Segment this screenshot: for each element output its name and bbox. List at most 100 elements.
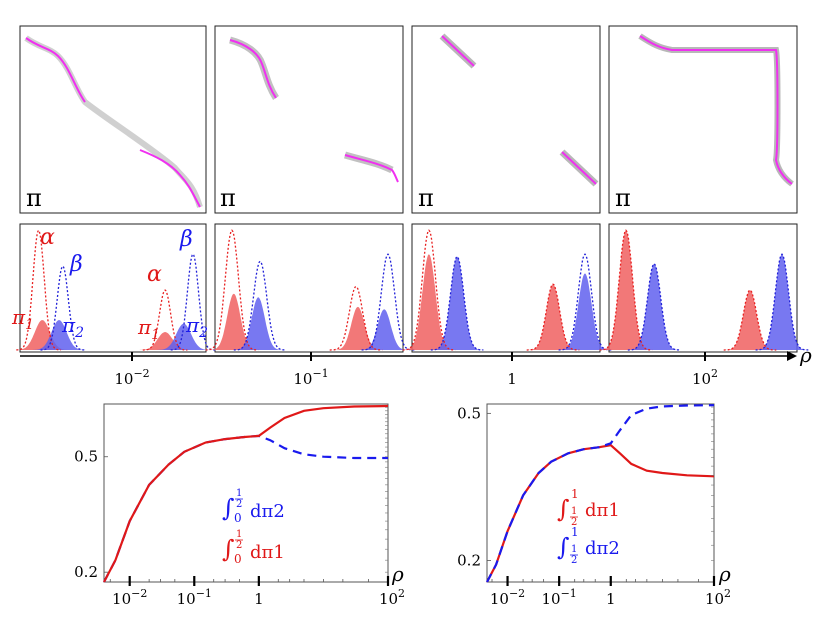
pi2-peak <box>430 256 484 350</box>
legend-entry-dpi2-left: ∫ 0 1 2 dπ2 <box>222 488 285 525</box>
legend-lower-den-dpi2-right: 2 <box>571 555 577 566</box>
chart-left-xlabel: ρ <box>391 562 404 586</box>
density-panel-2 <box>205 229 415 351</box>
legend-diff-dpi1-right: dπ1 <box>585 500 620 521</box>
plan-curve-1 <box>25 37 201 208</box>
beta-peak <box>40 265 86 351</box>
rho-tick-label: 1 <box>507 370 517 388</box>
pi2-peak <box>231 297 285 350</box>
pi2-peak <box>153 323 214 350</box>
plan-curve-4 <box>639 35 793 185</box>
alpha-label-left: α <box>40 225 55 250</box>
legend-entry-dpi1-right: ∫ 1 1 2 dπ1 <box>557 487 620 528</box>
legend-diff-dpi1-left: dπ1 <box>250 542 285 563</box>
plan-panel-1: π <box>19 25 207 214</box>
plan-curve-3 <box>441 35 597 185</box>
x-tick-label: 102 <box>379 587 405 608</box>
beta-peak <box>627 262 681 351</box>
beta-peak <box>430 255 484 351</box>
legend-diff-dpi2-right: dπ2 <box>585 538 620 559</box>
y-tick-label: 0.5 <box>457 404 481 422</box>
alpha-peak <box>16 229 61 351</box>
alpha-peak <box>526 283 580 351</box>
chart-left-legend: ∫ 0 1 2 dπ2 ∫ 0 1 2 dπ1 <box>222 488 285 566</box>
beta-peak <box>361 253 415 351</box>
density-panel-1 <box>12 229 216 351</box>
alpha-peak <box>402 229 456 351</box>
pi1-peak <box>207 293 261 350</box>
pi1-peak <box>402 254 456 350</box>
legend-upper-dpi2-right: 1 <box>571 525 579 539</box>
chart-right-legend: ∫ 1 1 2 dπ1 ∫ 1 1 2 dπ2 <box>557 487 620 566</box>
series-line-blue-dashed <box>486 404 715 583</box>
series-line-red-solid <box>103 404 389 583</box>
legend-upper-den-dpi1-left: 2 <box>236 540 242 551</box>
legend-lower-num-dpi1-right: 1 <box>571 506 577 517</box>
legend-int-dpi1-left: ∫ <box>222 535 235 563</box>
density-panel-4 <box>599 229 809 351</box>
x-tick-label: 1 <box>606 590 616 608</box>
plan-label-2: π <box>220 184 236 212</box>
pi2-peak <box>357 309 411 350</box>
pi2-peak <box>558 273 612 350</box>
legend-int-dpi2-right: ∫ <box>557 533 570 561</box>
plan-panel-4: π <box>608 25 798 214</box>
beta-peak <box>170 253 216 351</box>
plan-label-4: π <box>615 184 631 212</box>
x-tick-label: 10−1 <box>177 587 212 608</box>
x-tick-label: 10−1 <box>541 587 576 608</box>
pi1-peak <box>12 320 73 350</box>
beta-peak <box>755 253 809 351</box>
beta-label-left: β <box>69 252 83 277</box>
beta-label-right: β <box>179 227 193 252</box>
legend-lower-den-dpi1-right: 2 <box>571 517 577 528</box>
legend-lower-dpi1-left: 0 <box>234 552 242 566</box>
plan-label-1: π <box>26 184 42 212</box>
x-tick-label: 10−2 <box>490 587 525 608</box>
density-row <box>12 223 809 353</box>
pi1-peak <box>331 306 385 350</box>
alpha-peak <box>329 285 383 351</box>
rho-axis: ρ 10−2 10−1 1 102 <box>20 343 812 388</box>
x-tick-label: 102 <box>705 587 731 608</box>
pi1-peak <box>723 290 777 350</box>
series-line-blue-dashed <box>103 434 388 583</box>
plan-panel-3: π <box>411 25 601 214</box>
legend-lower-dpi2-left: 0 <box>234 511 242 525</box>
density-frame-3 <box>411 223 601 353</box>
density-panel-3 <box>402 229 612 351</box>
pi1-peak <box>135 332 195 350</box>
density-frame-1 <box>19 223 207 353</box>
rho-tick-label: 102 <box>692 367 718 388</box>
legend-entry-dpi2-right: ∫ 1 1 2 dπ2 <box>557 525 620 566</box>
x-tick-label: 1 <box>254 590 264 608</box>
legend-lower-num-dpi2-right: 1 <box>571 544 577 555</box>
plan-curve-2 <box>229 39 399 183</box>
alpha-peak <box>723 289 777 351</box>
legend-upper-dpi1-right: 1 <box>571 487 579 501</box>
beta-peak <box>558 253 612 351</box>
alpha-peak <box>599 229 653 351</box>
legend-upper-num-dpi2-left: 1 <box>236 488 242 499</box>
y-tick-label: 0.2 <box>457 552 481 570</box>
pi1-peak <box>599 230 653 350</box>
legend-int-dpi1-right: ∫ <box>557 495 570 523</box>
alpha-peak <box>205 229 259 351</box>
legend-diff-dpi2-left: dπ2 <box>250 501 285 522</box>
plan-panel-2: π <box>214 25 404 214</box>
legend-int-dpi2-left: ∫ <box>222 494 235 522</box>
plan-label-3: π <box>418 184 434 212</box>
density-frame-2 <box>214 223 404 353</box>
rho-axis-label: ρ <box>799 343 812 367</box>
x-tick-label: 10−2 <box>112 587 147 608</box>
chart-right-xlabel: ρ <box>718 562 731 586</box>
pi2-peak <box>627 263 681 350</box>
alpha-peak <box>142 289 188 351</box>
pi2-peak <box>755 254 809 350</box>
legend-upper-den-dpi2-left: 2 <box>236 499 242 510</box>
alpha-label-right: α <box>147 262 162 287</box>
y-tick-label: 0.5 <box>74 448 98 466</box>
pi2-peak <box>29 320 89 350</box>
